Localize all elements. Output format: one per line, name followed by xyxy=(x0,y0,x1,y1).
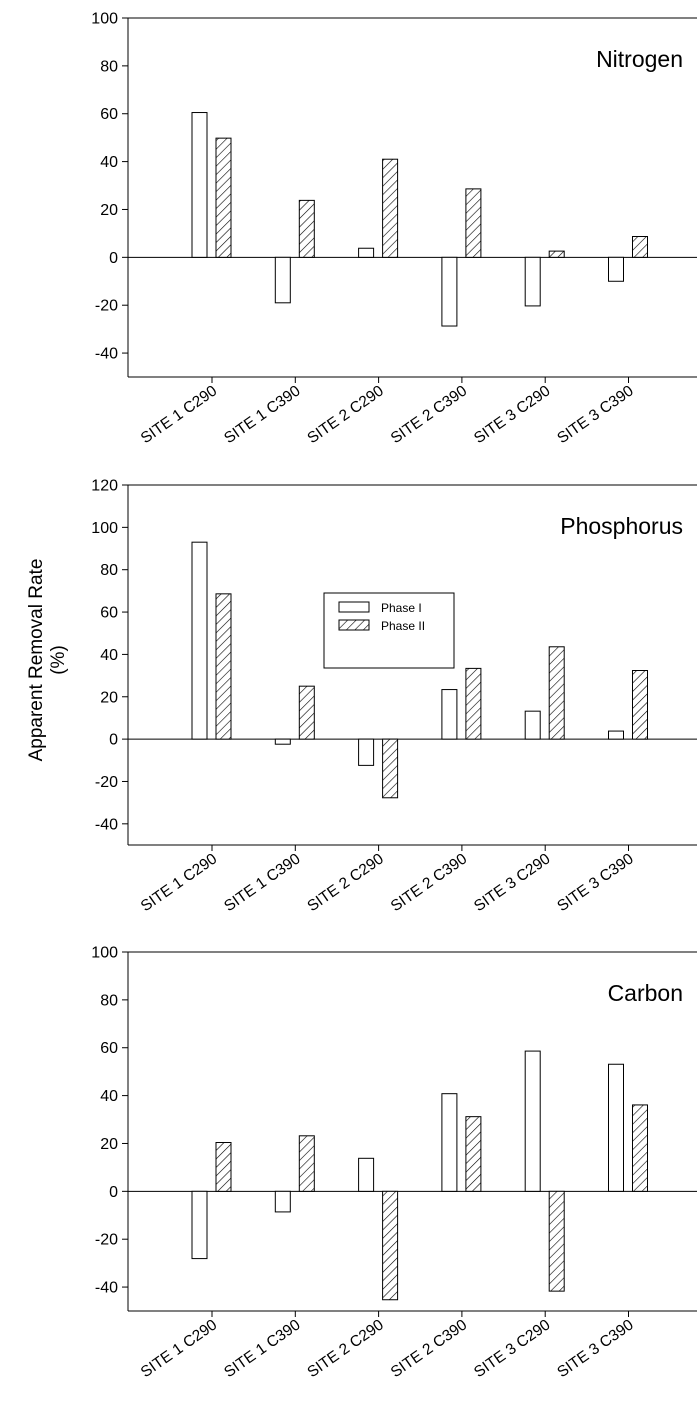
bar-carbon-phase2 xyxy=(382,1190,399,1301)
x-tick-label: SITE 2 C290 xyxy=(304,382,387,447)
y-axis-label-unit: (%) xyxy=(48,645,69,675)
legend-swatch-phase2 xyxy=(338,619,370,631)
bar-carbon-phase2 xyxy=(215,1142,232,1192)
x-tick-label: SITE 3 C390 xyxy=(554,1316,637,1381)
y-tick-label: 60 xyxy=(100,1040,118,1057)
x-tick-label: SITE 3 C290 xyxy=(471,382,554,447)
bar-phosphorus-phase1 xyxy=(191,541,208,740)
panel-title: Nitrogen xyxy=(596,46,683,72)
bar-carbon-phase1 xyxy=(441,1093,458,1192)
bar-nitrogen-phase1 xyxy=(274,256,291,304)
bar-phosphorus-phase1 xyxy=(608,730,624,740)
legend-label-phase2: Phase II xyxy=(381,619,425,633)
x-tick-label: SITE 2 C390 xyxy=(388,850,471,915)
bar-carbon-phase1 xyxy=(524,1050,541,1192)
panel-title: Phosphorus xyxy=(560,513,683,539)
legend: Phase I Phase II xyxy=(323,592,455,669)
x-tick-label: SITE 2 C290 xyxy=(304,1316,387,1381)
y-axis-label: Apparent Removal Rate xyxy=(26,559,47,762)
y-tick-label: 100 xyxy=(91,520,118,537)
bar-phosphorus-phase2 xyxy=(632,670,648,740)
bar-carbon-phase1 xyxy=(191,1190,208,1260)
x-tick-label: SITE 3 C390 xyxy=(554,382,637,447)
y-tick-label: 120 xyxy=(91,478,118,495)
bar-nitrogen-phase1 xyxy=(191,112,208,258)
bar-nitrogen-phase2 xyxy=(382,158,399,258)
x-tick-label: SITE 1 C390 xyxy=(221,382,304,447)
bar-phosphorus-phase2 xyxy=(382,738,399,799)
bar-nitrogen-phase2 xyxy=(465,188,482,258)
y-tick-label: 80 xyxy=(100,992,118,1009)
y-tick-label: 20 xyxy=(100,1136,118,1153)
y-tick-label: 80 xyxy=(100,562,118,579)
y-tick-label: 0 xyxy=(109,1184,118,1201)
y-tick-label: 60 xyxy=(100,106,118,123)
y-tick-label: 100 xyxy=(91,945,118,962)
bar-phosphorus-phase1 xyxy=(358,738,375,766)
bar-carbon-phase2 xyxy=(632,1104,648,1192)
bar-carbon-phase1 xyxy=(608,1063,624,1192)
bar-phosphorus-phase2 xyxy=(215,593,232,740)
bar-carbon-phase2 xyxy=(465,1116,482,1192)
x-tick-label: SITE 3 C290 xyxy=(471,850,554,915)
y-tick-label: 80 xyxy=(100,58,118,75)
y-tick-label: -40 xyxy=(95,1280,118,1297)
bar-phosphorus-phase2 xyxy=(548,646,565,740)
y-tick-label: 40 xyxy=(100,154,118,171)
bar-nitrogen-phase1 xyxy=(358,247,375,258)
bar-nitrogen-phase1 xyxy=(524,256,541,307)
bar-phosphorus-phase1 xyxy=(441,689,458,740)
y-tick-label: 60 xyxy=(100,605,118,622)
bar-nitrogen-phase1 xyxy=(441,256,458,327)
x-tick-label: SITE 1 C390 xyxy=(221,850,304,915)
y-tick-label: 0 xyxy=(109,732,118,749)
bar-nitrogen-phase2 xyxy=(215,137,232,258)
x-tick-label: SITE 1 C290 xyxy=(138,1316,221,1381)
chart-panel-nitrogen: -40 -20 0 20 40 60 80 100 SITE 1 C290 SITE 1 C390… xyxy=(91,11,697,447)
bar-phosphorus-phase1 xyxy=(524,710,541,740)
bar-carbon-phase1 xyxy=(274,1190,291,1213)
x-tick-label: SITE 1 C390 xyxy=(221,1316,304,1381)
bar-phosphorus-phase2 xyxy=(298,685,315,740)
x-tick-label: SITE 2 C290 xyxy=(304,850,387,915)
x-tick-label: SITE 3 C390 xyxy=(554,850,637,915)
y-tick-label: 0 xyxy=(109,250,118,267)
x-tick-label: SITE 3 C290 xyxy=(471,1316,554,1381)
y-tick-label: -40 xyxy=(95,816,118,833)
chart-panel-carbon: -40 -20 0 20 40 60 80 100 SITE 1 C290 SITE 1 C390… xyxy=(91,945,697,1381)
bar-nitrogen-phase2 xyxy=(298,199,315,258)
y-tick-label: 40 xyxy=(100,647,118,664)
x-tick-label: SITE 2 C390 xyxy=(388,382,471,447)
x-tick-label: SITE 1 C290 xyxy=(138,850,221,915)
bar-nitrogen-phase2 xyxy=(632,236,648,258)
bar-phosphorus-phase2 xyxy=(465,667,482,740)
y-tick-label: -20 xyxy=(95,1232,118,1249)
x-tick-label: SITE 1 C290 xyxy=(138,382,221,447)
legend-swatch-phase1 xyxy=(338,601,370,613)
y-tick-label: -40 xyxy=(95,346,118,363)
bar-carbon-phase1 xyxy=(358,1157,375,1192)
bar-nitrogen-phase2 xyxy=(548,250,565,258)
bar-carbon-phase2 xyxy=(548,1190,565,1292)
bar-phosphorus-phase1 xyxy=(274,738,291,745)
bar-nitrogen-phase1 xyxy=(608,256,624,282)
y-tick-label: -20 xyxy=(95,774,118,791)
legend-label-phase1: Phase I xyxy=(381,601,422,615)
y-tick-label: -20 xyxy=(95,298,118,315)
y-tick-label: 20 xyxy=(100,202,118,219)
y-tick-label: 40 xyxy=(100,1088,118,1105)
y-tick-label: 100 xyxy=(91,11,118,28)
panel-title: Carbon xyxy=(608,980,683,1006)
bar-carbon-phase2 xyxy=(298,1135,315,1192)
y-tick-label: 20 xyxy=(100,689,118,706)
x-tick-label: SITE 2 C390 xyxy=(388,1316,471,1381)
chart-panel-phosphorus: -40 -20 0 20 40 60 80 100 120 SITE 1 C290 SITE 1 C… xyxy=(91,478,697,915)
